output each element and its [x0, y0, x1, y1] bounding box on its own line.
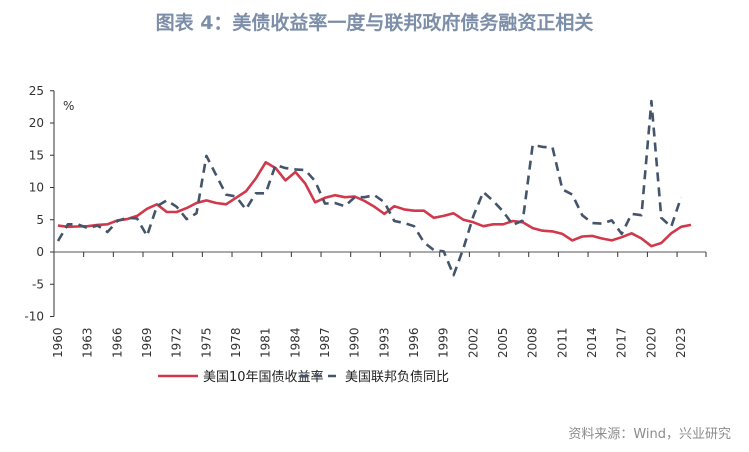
x-tick-label: 1972 [170, 327, 184, 358]
y-tick-label: 20 [29, 116, 44, 130]
x-tick-label: 2020 [644, 327, 658, 358]
x-tick-label: 1987 [318, 327, 332, 358]
legend-label: 美国联邦负债同比 [345, 370, 449, 385]
x-tick-label: 1960 [51, 327, 65, 358]
x-tick-label: 2014 [585, 327, 599, 358]
y-tick-label: 15 [29, 148, 44, 162]
x-tick-label: 1981 [259, 327, 273, 358]
x-tick-label: 1993 [377, 327, 391, 358]
x-tick-label: 1963 [81, 327, 95, 358]
series-line-2 [56, 99, 683, 277]
chart-title: 图表 4：美债收益率一度与联邦政府债务融资正相关 [155, 12, 594, 34]
x-tick-label: 1975 [199, 327, 213, 358]
source-note: 资料来源：Wind，兴业研究 [568, 427, 731, 442]
x-tick-label: 1969 [140, 327, 154, 358]
unit-label: % [63, 99, 74, 113]
x-tick-label: 1984 [288, 327, 302, 358]
x-tick-label: 1978 [229, 327, 243, 358]
x-tick-label: 2005 [496, 327, 510, 358]
y-tick-label: -10 [24, 310, 44, 324]
y-tick-label: -5 [32, 277, 44, 291]
x-tick-label: 1966 [110, 327, 124, 358]
x-tick-label: 2017 [615, 327, 629, 358]
y-tick-label: 0 [36, 245, 44, 259]
x-tick-label: 1996 [407, 327, 421, 358]
x-tick-label: 1990 [348, 327, 362, 358]
y-tick-label: 5 [36, 213, 44, 227]
x-tick-label: 2008 [526, 327, 540, 358]
legend-label: 美国10年国债收益率 [203, 369, 324, 385]
x-tick-label: 2023 [674, 327, 688, 358]
y-tick-label: 25 [29, 84, 44, 98]
x-tick-label: 2002 [466, 327, 480, 358]
x-tick-label: 2011 [555, 327, 569, 358]
y-tick-label: 10 [29, 181, 44, 195]
x-tick-label: 1999 [437, 327, 451, 358]
series-line-1 [57, 161, 692, 248]
